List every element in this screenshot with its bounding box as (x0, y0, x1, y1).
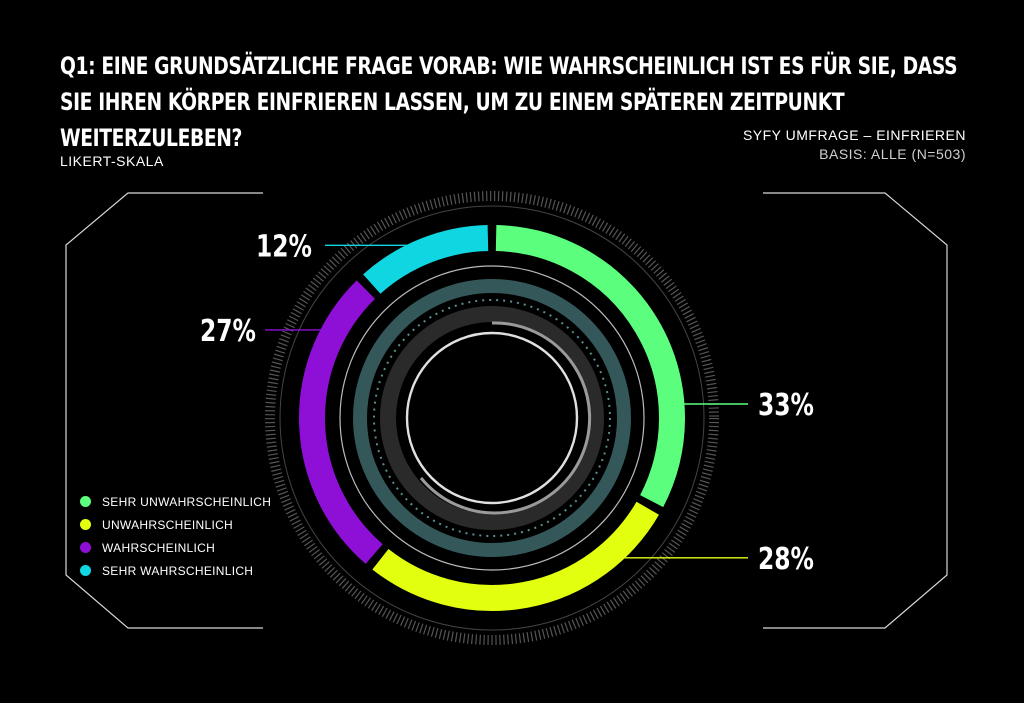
legend: SEHR UNWAHRSCHEINLICH UNWAHRSCHEINLICH WAH… (80, 490, 271, 582)
legend-label: WAHRSCHEINLICH (102, 540, 216, 555)
inner-gray-arc (419, 321, 592, 515)
donut-slices (299, 225, 685, 611)
outer-tick-ring (265, 191, 719, 645)
frame-right (763, 192, 948, 629)
legend-item: WAHRSCHEINLICH (80, 536, 271, 559)
basis-label: BASIS: ALLE (N=503) (819, 146, 966, 162)
pct-label-1: 33% (758, 388, 814, 423)
legend-dot (80, 519, 91, 530)
legend-item: SEHR WAHRSCHEINLICH (80, 559, 271, 582)
slice-1 (495, 225, 685, 508)
inner-bright-ring (405, 331, 579, 505)
pct-label-4: 12% (256, 230, 312, 265)
decor-rings (265, 191, 719, 645)
legend-label: SEHR WAHRSCHEINLICH (102, 563, 254, 578)
dotted-ring (373, 299, 611, 537)
slice-4 (363, 225, 489, 294)
scale-label: LIKERT-SKALA (60, 153, 164, 169)
source-info: SYFY UMFRAGE – EINFRIEREN BASIS: ALLE (N… (743, 126, 966, 164)
dark-band-ring (380, 306, 604, 530)
slice-3 (299, 280, 383, 564)
legend-label: UNWAHRSCHEINLICH (102, 517, 234, 532)
legend-dot (80, 565, 91, 576)
legend-dot (80, 496, 91, 507)
legend-item: UNWAHRSCHEINLICH (80, 513, 271, 536)
hud-frame (65, 192, 948, 629)
pct-label-2: 28% (758, 542, 814, 577)
legend-item: SEHR UNWAHRSCHEINLICH (80, 490, 271, 513)
inner-thin-ring (339, 265, 645, 571)
legend-label: SEHR UNWAHRSCHEINLICH (102, 494, 272, 509)
pct-label-3: 27% (200, 314, 256, 349)
chart-title: Q1: EINE GRUNDSÄTZLICHE FRAGE VORAB: WIE… (60, 52, 958, 152)
source-label: SYFY UMFRAGE – EINFRIEREN (742, 127, 966, 143)
outer-thin-ring (279, 205, 705, 631)
pct-labels: 33% 28% 27% 12% (200, 230, 814, 577)
legend-dot (80, 542, 91, 553)
leader-lines (265, 244, 748, 559)
frame-left (65, 192, 263, 629)
teal-band-ring (353, 279, 631, 557)
slice-2 (372, 501, 659, 611)
